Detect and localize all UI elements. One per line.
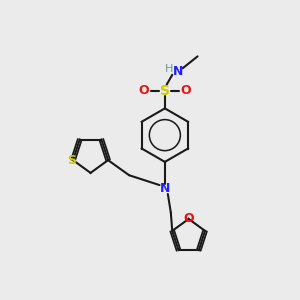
Text: S: S bbox=[160, 84, 170, 98]
Text: O: O bbox=[180, 84, 191, 97]
Text: N: N bbox=[173, 65, 183, 78]
Text: N: N bbox=[160, 182, 170, 195]
Text: O: O bbox=[183, 212, 194, 226]
Text: S: S bbox=[67, 154, 76, 167]
Text: O: O bbox=[139, 84, 149, 97]
Text: H: H bbox=[164, 64, 173, 74]
